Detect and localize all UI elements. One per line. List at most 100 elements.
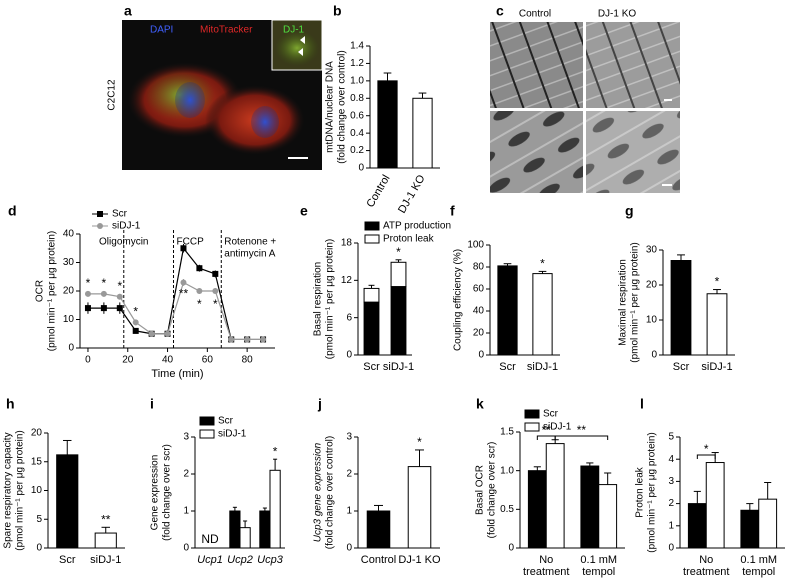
marker xyxy=(100,290,107,297)
y-tick-label: 100 xyxy=(467,240,484,251)
x-tick-label: Scr xyxy=(363,361,380,373)
x-tick-label: siDJ-1 xyxy=(383,361,414,373)
y-tick-label: 1.0 xyxy=(350,75,364,86)
legend-label: siDJ-1 xyxy=(218,429,247,440)
y-axis-label: (pmol min⁻¹ per μg protein) xyxy=(630,242,641,363)
y-tick-label: 15 xyxy=(31,456,43,467)
y-tick-label: 10 xyxy=(646,315,658,326)
significance: * xyxy=(117,279,122,293)
x-tick-label: No treatment xyxy=(523,554,569,578)
y-tick-label: 20 xyxy=(473,328,485,339)
marker xyxy=(212,288,219,294)
y-tick-label: 20 xyxy=(63,286,75,297)
bar xyxy=(407,466,432,549)
marker xyxy=(84,305,91,312)
panel-letter: b xyxy=(333,3,342,19)
nucleus xyxy=(175,82,205,118)
bar xyxy=(497,265,518,356)
y-axis-label: Proton leak xyxy=(635,466,646,518)
panel-letter: e xyxy=(300,203,308,219)
x-tick-label: 0 xyxy=(85,355,91,366)
y-tick-label: 30 xyxy=(63,257,75,268)
x-tick-label: Ucp1 xyxy=(197,554,223,566)
y-tick-label: 5 xyxy=(36,514,42,525)
significance: * xyxy=(704,442,709,456)
x-tick-label: 80 xyxy=(242,355,254,366)
marker xyxy=(228,336,235,343)
bar xyxy=(706,293,728,356)
y-tick-label: 3 xyxy=(668,476,674,487)
bar xyxy=(56,454,79,549)
x-tick-label: Scr xyxy=(499,361,516,373)
y-axis-label: (pmol min⁻¹ per μg protein) xyxy=(325,239,336,360)
column-label: Control xyxy=(519,9,551,20)
marker xyxy=(132,327,139,334)
significance: * xyxy=(86,276,91,290)
panel-letter: g xyxy=(625,203,634,219)
bar xyxy=(580,465,600,549)
significance: ** xyxy=(101,512,111,526)
nucleus xyxy=(251,106,279,138)
significance: ** xyxy=(542,423,552,437)
marker xyxy=(148,330,155,337)
bar xyxy=(363,287,380,303)
bar xyxy=(687,503,707,549)
bar xyxy=(390,286,407,356)
y-axis-label: (pmol min⁻¹ per μg protein) xyxy=(15,430,26,551)
y-tick-label: 0 xyxy=(346,543,352,554)
series-line xyxy=(87,246,264,341)
y-tick-label: 60 xyxy=(473,284,485,295)
y-tick-label: 12 xyxy=(341,275,353,286)
x-tick-label: 60 xyxy=(202,355,214,366)
marker xyxy=(180,245,187,252)
significance: * xyxy=(213,297,218,311)
x-tick-label: No treatment xyxy=(683,554,729,578)
x-tick-label: Ucp3 xyxy=(257,554,284,566)
y-tick-label: 3 xyxy=(346,432,352,443)
micrograph xyxy=(490,22,583,108)
y-axis-label: (fold change over control) xyxy=(337,50,348,163)
marker xyxy=(132,319,139,326)
panel-letter: l xyxy=(640,396,644,412)
x-tick-label: Scr xyxy=(59,554,76,566)
micrograph xyxy=(586,22,680,108)
bar xyxy=(269,469,281,549)
x-tick-label: 20 xyxy=(122,355,134,366)
panel-letter: f xyxy=(450,203,455,219)
injection-label: FCCP xyxy=(177,237,205,248)
bar xyxy=(363,301,380,356)
y-tick-label: 0 xyxy=(508,543,514,554)
bar xyxy=(527,470,547,549)
legend-marker xyxy=(97,211,103,217)
y-axis-label: (fold change over scr) xyxy=(487,442,498,539)
legend-swatch xyxy=(199,416,215,426)
y-axis-label: Maximal respiration xyxy=(618,259,629,346)
y-axis-label: Ucp3 gene expression xyxy=(313,442,324,542)
marker xyxy=(196,288,203,294)
y-tick-label: 5 xyxy=(668,432,674,443)
bar xyxy=(259,510,271,549)
marker xyxy=(84,290,91,297)
bar xyxy=(598,484,618,549)
significance: * xyxy=(540,257,545,271)
y-axis-label: Basal OCR xyxy=(475,465,486,515)
y-tick-label: 0 xyxy=(68,343,74,354)
y-tick-label: 40 xyxy=(63,229,75,240)
micrograph xyxy=(490,111,583,193)
bar xyxy=(705,462,725,549)
injection-label: antimycin A xyxy=(224,249,275,260)
y-tick-label: 2 xyxy=(346,469,352,480)
significance: * xyxy=(417,435,422,449)
marker xyxy=(196,265,203,272)
y-tick-label: 1.2 xyxy=(350,58,364,69)
stain-label: DJ-1 xyxy=(283,25,305,36)
bar xyxy=(740,509,760,549)
y-axis-label: (fold change over scr) xyxy=(162,444,173,541)
x-tick-label: 40 xyxy=(162,355,174,366)
y-tick-label: 6 xyxy=(346,312,352,323)
x-tick-label: Ucp2 xyxy=(227,554,253,566)
x-tick-label: siDJ-1 xyxy=(527,361,558,373)
x-tick-label: Control xyxy=(364,173,392,210)
y-tick-label: 2 xyxy=(668,498,674,509)
